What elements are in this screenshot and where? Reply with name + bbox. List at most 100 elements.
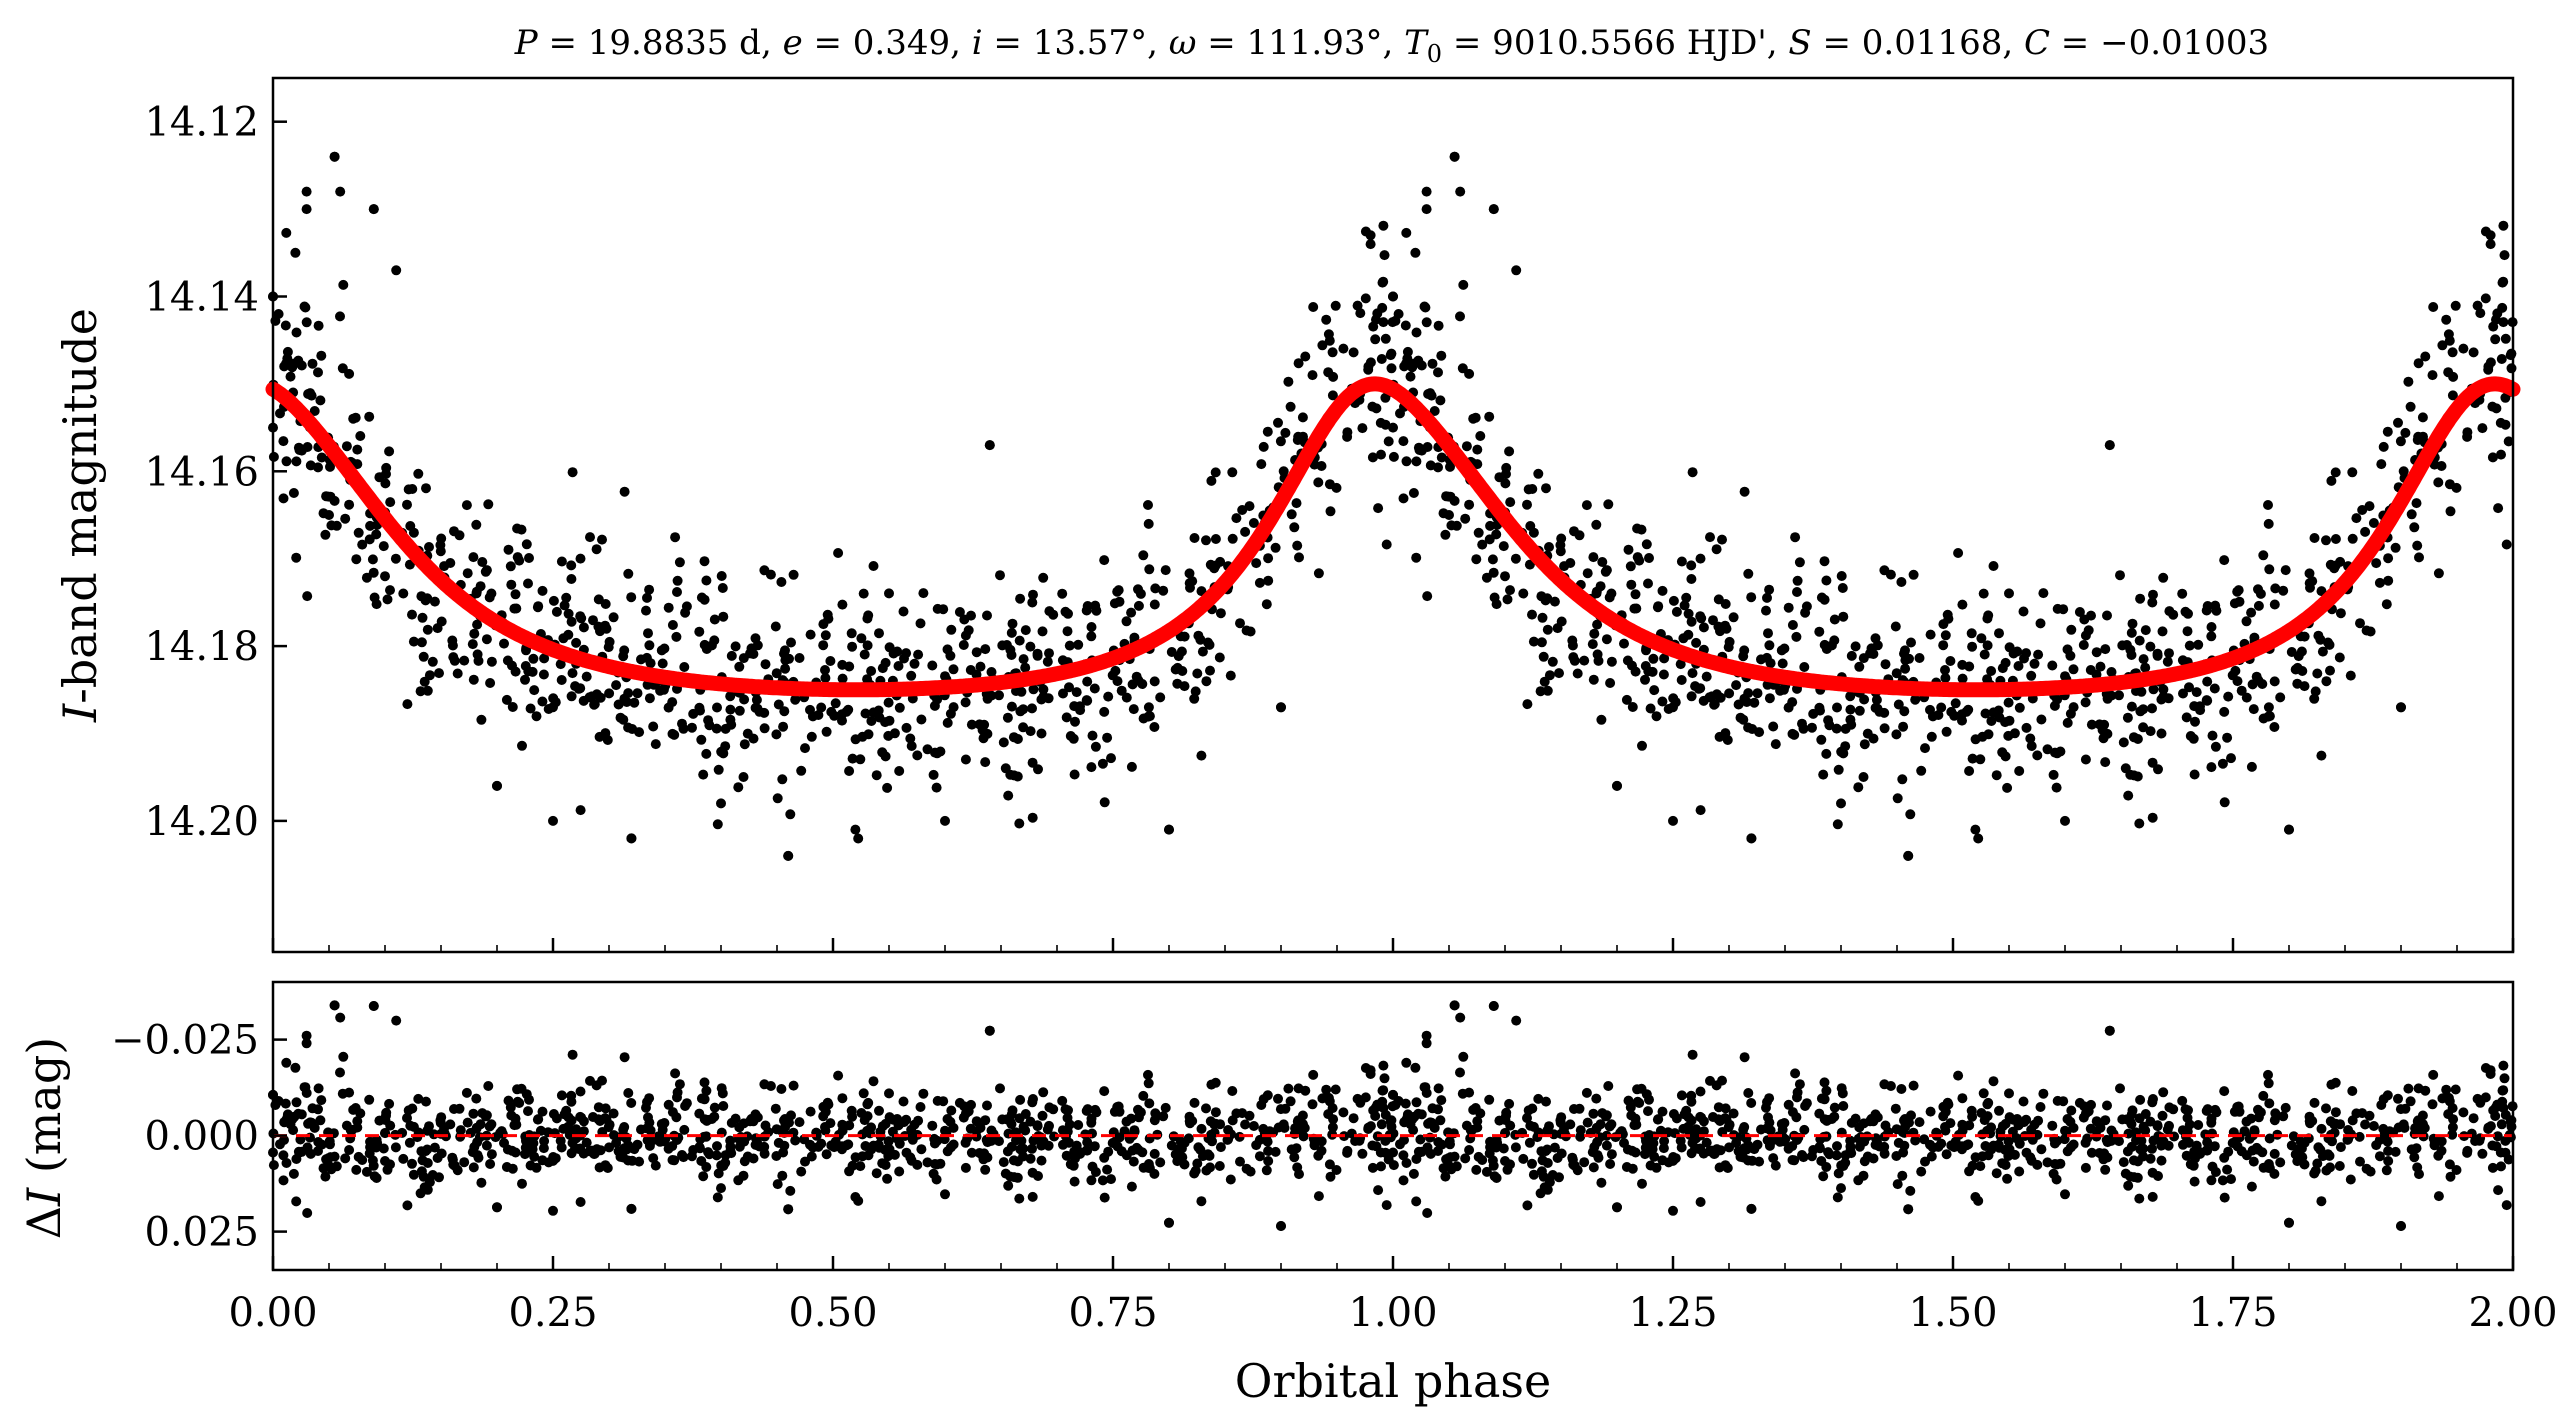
- observation-point: [1943, 613, 1954, 624]
- observation-point: [2497, 302, 2508, 313]
- residual-point: [1038, 1087, 1049, 1098]
- residual-point: [1018, 1143, 1029, 1154]
- residual-point: [1143, 1078, 1154, 1089]
- observation-point: [1652, 602, 1663, 613]
- residual-point: [323, 1153, 334, 1164]
- observation-point: [1380, 419, 1391, 430]
- observation-point: [301, 186, 312, 197]
- observation-point: [918, 588, 929, 599]
- residual-point: [1991, 1168, 2002, 1179]
- observation-point: [626, 833, 637, 844]
- residual-point: [1743, 1155, 1754, 1166]
- observation-point: [1850, 641, 1861, 652]
- observation-point: [2499, 250, 2510, 261]
- observation-point: [509, 603, 520, 614]
- observation-point: [1206, 475, 1217, 486]
- observation-point: [820, 673, 831, 683]
- observation-point: [1292, 540, 1303, 551]
- residual-point: [1854, 1122, 1865, 1133]
- residual-point: [600, 1103, 611, 1114]
- observation-point: [1581, 500, 1592, 511]
- residual-point: [1107, 1138, 1118, 1148]
- observation-point: [2138, 704, 2149, 715]
- title-s-symbol: S: [1788, 23, 1811, 63]
- observation-point: [1070, 716, 1080, 727]
- observation-point: [1938, 640, 1949, 651]
- residual-point: [1223, 1125, 1234, 1135]
- observation-point: [2206, 631, 2217, 642]
- residual-point: [2490, 1111, 2501, 1121]
- residual-point: [2002, 1173, 2013, 1184]
- observation-point: [859, 649, 870, 660]
- observation-point: [2403, 376, 2414, 387]
- observation-point: [566, 616, 577, 627]
- observation-point: [1245, 626, 1256, 637]
- residual-point: [1367, 1162, 1378, 1173]
- residual-point: [335, 1012, 346, 1023]
- observation-point: [1484, 411, 1495, 422]
- observation-point: [2441, 314, 2452, 325]
- residual-point: [2413, 1083, 2424, 1094]
- residual-point: [2450, 1084, 2461, 1095]
- residual-point: [2496, 1161, 2506, 1172]
- residual-point: [619, 1052, 630, 1063]
- residual-point: [1144, 1098, 1155, 1109]
- observation-point: [1402, 346, 1413, 357]
- observation-point: [1554, 668, 1564, 679]
- residual-point: [882, 1173, 893, 1184]
- observation-point: [2091, 647, 2102, 658]
- observation-point: [1410, 247, 1421, 258]
- residual-point: [2246, 1181, 2257, 1192]
- observation-point: [629, 697, 640, 708]
- residual-point: [874, 1105, 884, 1116]
- observation-point: [825, 656, 836, 666]
- observation-point: [2382, 426, 2393, 437]
- residual-point: [454, 1103, 465, 1114]
- residual-point: [1743, 1088, 1754, 1098]
- observation-point: [2368, 518, 2379, 528]
- observation-point: [390, 553, 401, 564]
- residual-point: [1210, 1107, 1221, 1118]
- residual-point: [1289, 1152, 1300, 1163]
- residual-point: [1398, 1175, 1409, 1186]
- top-observation-points: [268, 151, 2518, 861]
- observation-point: [2316, 750, 2327, 761]
- observation-point: [329, 151, 340, 162]
- observation-point: [1416, 360, 1427, 371]
- observation-point: [882, 782, 893, 793]
- residual-point: [1591, 1093, 1602, 1104]
- observation-point: [1225, 670, 1236, 681]
- residual-point: [1415, 1134, 1426, 1145]
- residual-point: [1395, 1139, 1405, 1150]
- observation-point: [415, 686, 426, 697]
- residual-point: [2264, 1163, 2275, 1174]
- observation-point: [1815, 705, 1825, 716]
- residual-point: [2492, 1131, 2503, 1142]
- observation-point: [2002, 782, 2013, 793]
- observation-point: [2227, 670, 2238, 681]
- title-e-value: = 0.349,: [803, 23, 972, 63]
- observation-point: [866, 666, 877, 676]
- observation-point: [520, 674, 530, 685]
- residual-point: [847, 1111, 858, 1122]
- observation-point: [380, 478, 391, 489]
- observation-point: [1000, 763, 1011, 774]
- residual-point: [548, 1152, 559, 1162]
- observation-point: [1899, 706, 1910, 717]
- observation-point: [307, 358, 318, 369]
- observation-point: [2451, 482, 2462, 493]
- observation-point: [1127, 679, 1138, 690]
- residual-point: [2125, 1116, 2136, 1127]
- observation-point: [1970, 824, 1981, 835]
- observation-point: [773, 699, 784, 710]
- residual-point: [2115, 1083, 2125, 1094]
- residual-point: [1792, 1135, 1802, 1145]
- observation-point: [1695, 805, 1706, 816]
- residual-point: [313, 1083, 324, 1094]
- observation-point: [986, 667, 997, 677]
- residual-point: [1498, 1143, 1509, 1154]
- observation-point: [2147, 703, 2157, 714]
- residual-point: [2000, 1144, 2011, 1155]
- observation-point: [913, 649, 924, 660]
- observation-point: [671, 631, 682, 642]
